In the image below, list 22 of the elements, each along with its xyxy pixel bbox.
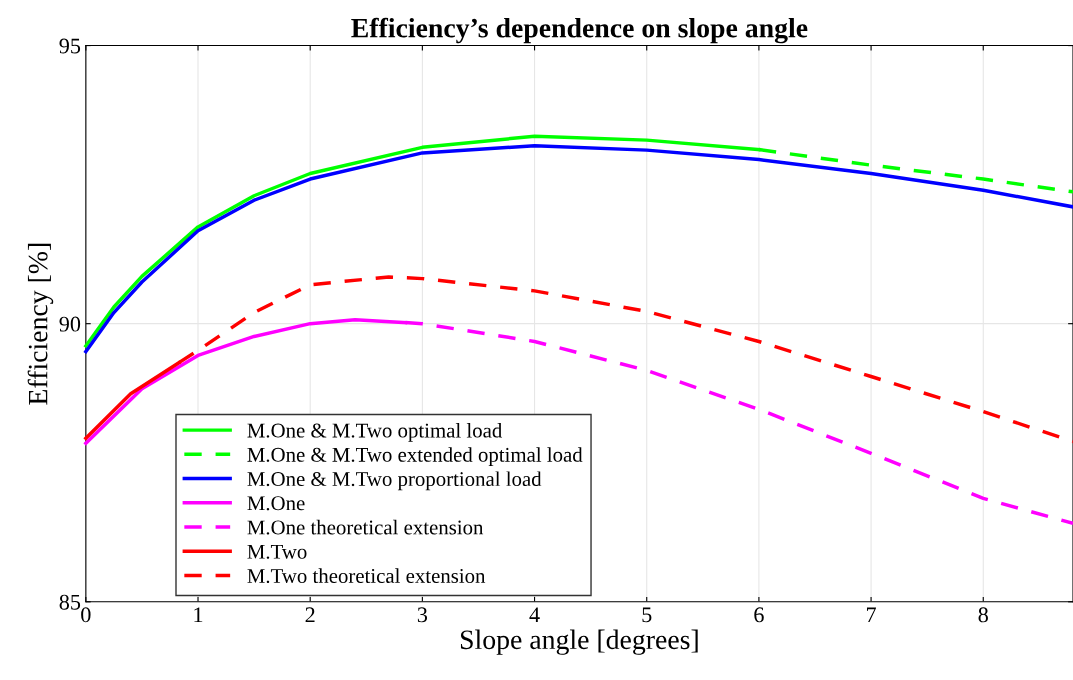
x-tick-label: 1 xyxy=(194,607,203,623)
legend-label: M.One & M.Two proportional load xyxy=(247,471,542,491)
y-tick-label: 95 xyxy=(59,38,81,54)
x-tick-label: 8 xyxy=(978,607,988,623)
y-tick-label: 85 xyxy=(59,594,81,610)
x-tick-label: 6 xyxy=(754,607,764,623)
x-tick-label: 5 xyxy=(642,607,652,623)
x-tick-label: 4 xyxy=(529,607,540,623)
legend-label: M.One & M.Two extended optimal load xyxy=(247,447,583,467)
legend-label: M.Two xyxy=(247,544,307,559)
legend-label: M.One theoretical extension xyxy=(247,519,484,535)
legend-label: M.One xyxy=(247,496,305,511)
legend-label: M.Two theoretical extension xyxy=(247,568,486,584)
x-tick-label: 7 xyxy=(866,607,876,623)
x-tick-label: 0 xyxy=(81,607,91,623)
y-tick-label: 90 xyxy=(59,316,81,332)
x-axis-title: Slope angle [degrees] xyxy=(460,629,698,655)
chart-title: Efficiency’s dependence on slope angle xyxy=(351,17,808,44)
y-axis-title: Efficiency [%] xyxy=(27,243,54,405)
legend-label: M.One & M.Two optimal load xyxy=(247,422,503,442)
x-tick-label: 3 xyxy=(417,607,428,623)
x-tick-label: 2 xyxy=(305,607,315,623)
